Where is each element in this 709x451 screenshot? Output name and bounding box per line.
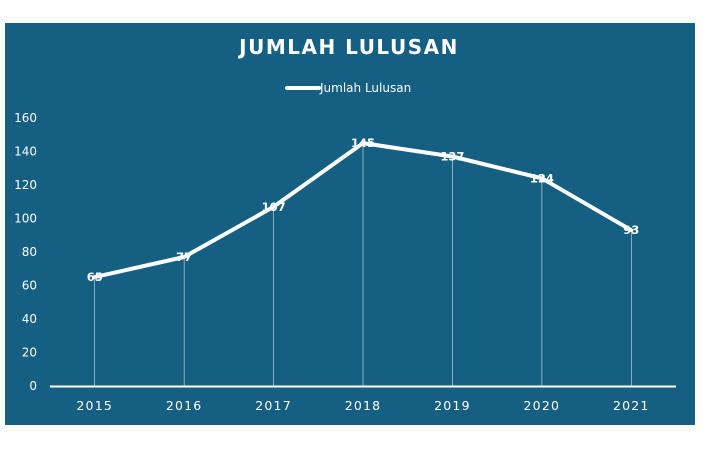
y-tick-label: 160 [14, 111, 37, 125]
drop-lines [94, 143, 632, 386]
chart-title: JUMLAH LULUSAN [237, 35, 459, 59]
y-tick-label: 20 [22, 346, 37, 360]
data-label: 124 [530, 171, 554, 185]
y-axis-tick-labels: 0 20 40 60 80 100 120 140 160 [14, 111, 37, 393]
data-label: 137 [440, 150, 464, 164]
x-tick-label: 2019 [434, 398, 471, 413]
data-label: 93 [623, 223, 639, 237]
data-label: 145 [351, 136, 375, 150]
y-tick-label: 0 [29, 379, 37, 393]
chart-background [5, 23, 695, 425]
x-tick-label: 2020 [524, 398, 561, 413]
x-tick-label: 2015 [76, 398, 113, 413]
data-label: 77 [176, 250, 192, 264]
legend-label: Jumlah Lulusan [319, 81, 411, 95]
x-tick-label: 2017 [255, 398, 292, 413]
data-label: 65 [87, 270, 103, 284]
y-tick-label: 80 [22, 245, 37, 259]
line-chart: JUMLAH LULUSAN Jumlah Lulusan 0 20 40 60 80 1… [5, 23, 695, 425]
x-axis-tick-labels: 2015 2016 2017 2018 2019 2020 2021 [76, 398, 650, 413]
y-tick-label: 120 [14, 178, 37, 192]
y-tick-label: 140 [14, 145, 37, 159]
legend: Jumlah Lulusan [285, 81, 411, 95]
chart-panel: JUMLAH LULUSAN Jumlah Lulusan 0 20 40 60 80 1… [5, 23, 695, 425]
y-tick-label: 100 [14, 212, 37, 226]
y-tick-label: 40 [22, 312, 37, 326]
x-tick-label: 2018 [345, 398, 382, 413]
series-line-jumlah-lulusan [92, 141, 634, 280]
y-tick-label: 60 [22, 279, 37, 293]
data-label: 107 [262, 200, 286, 214]
data-labels: 65 77 107 145 137 124 93 [87, 136, 640, 284]
x-tick-label: 2016 [166, 398, 203, 413]
x-tick-label: 2021 [613, 398, 650, 413]
